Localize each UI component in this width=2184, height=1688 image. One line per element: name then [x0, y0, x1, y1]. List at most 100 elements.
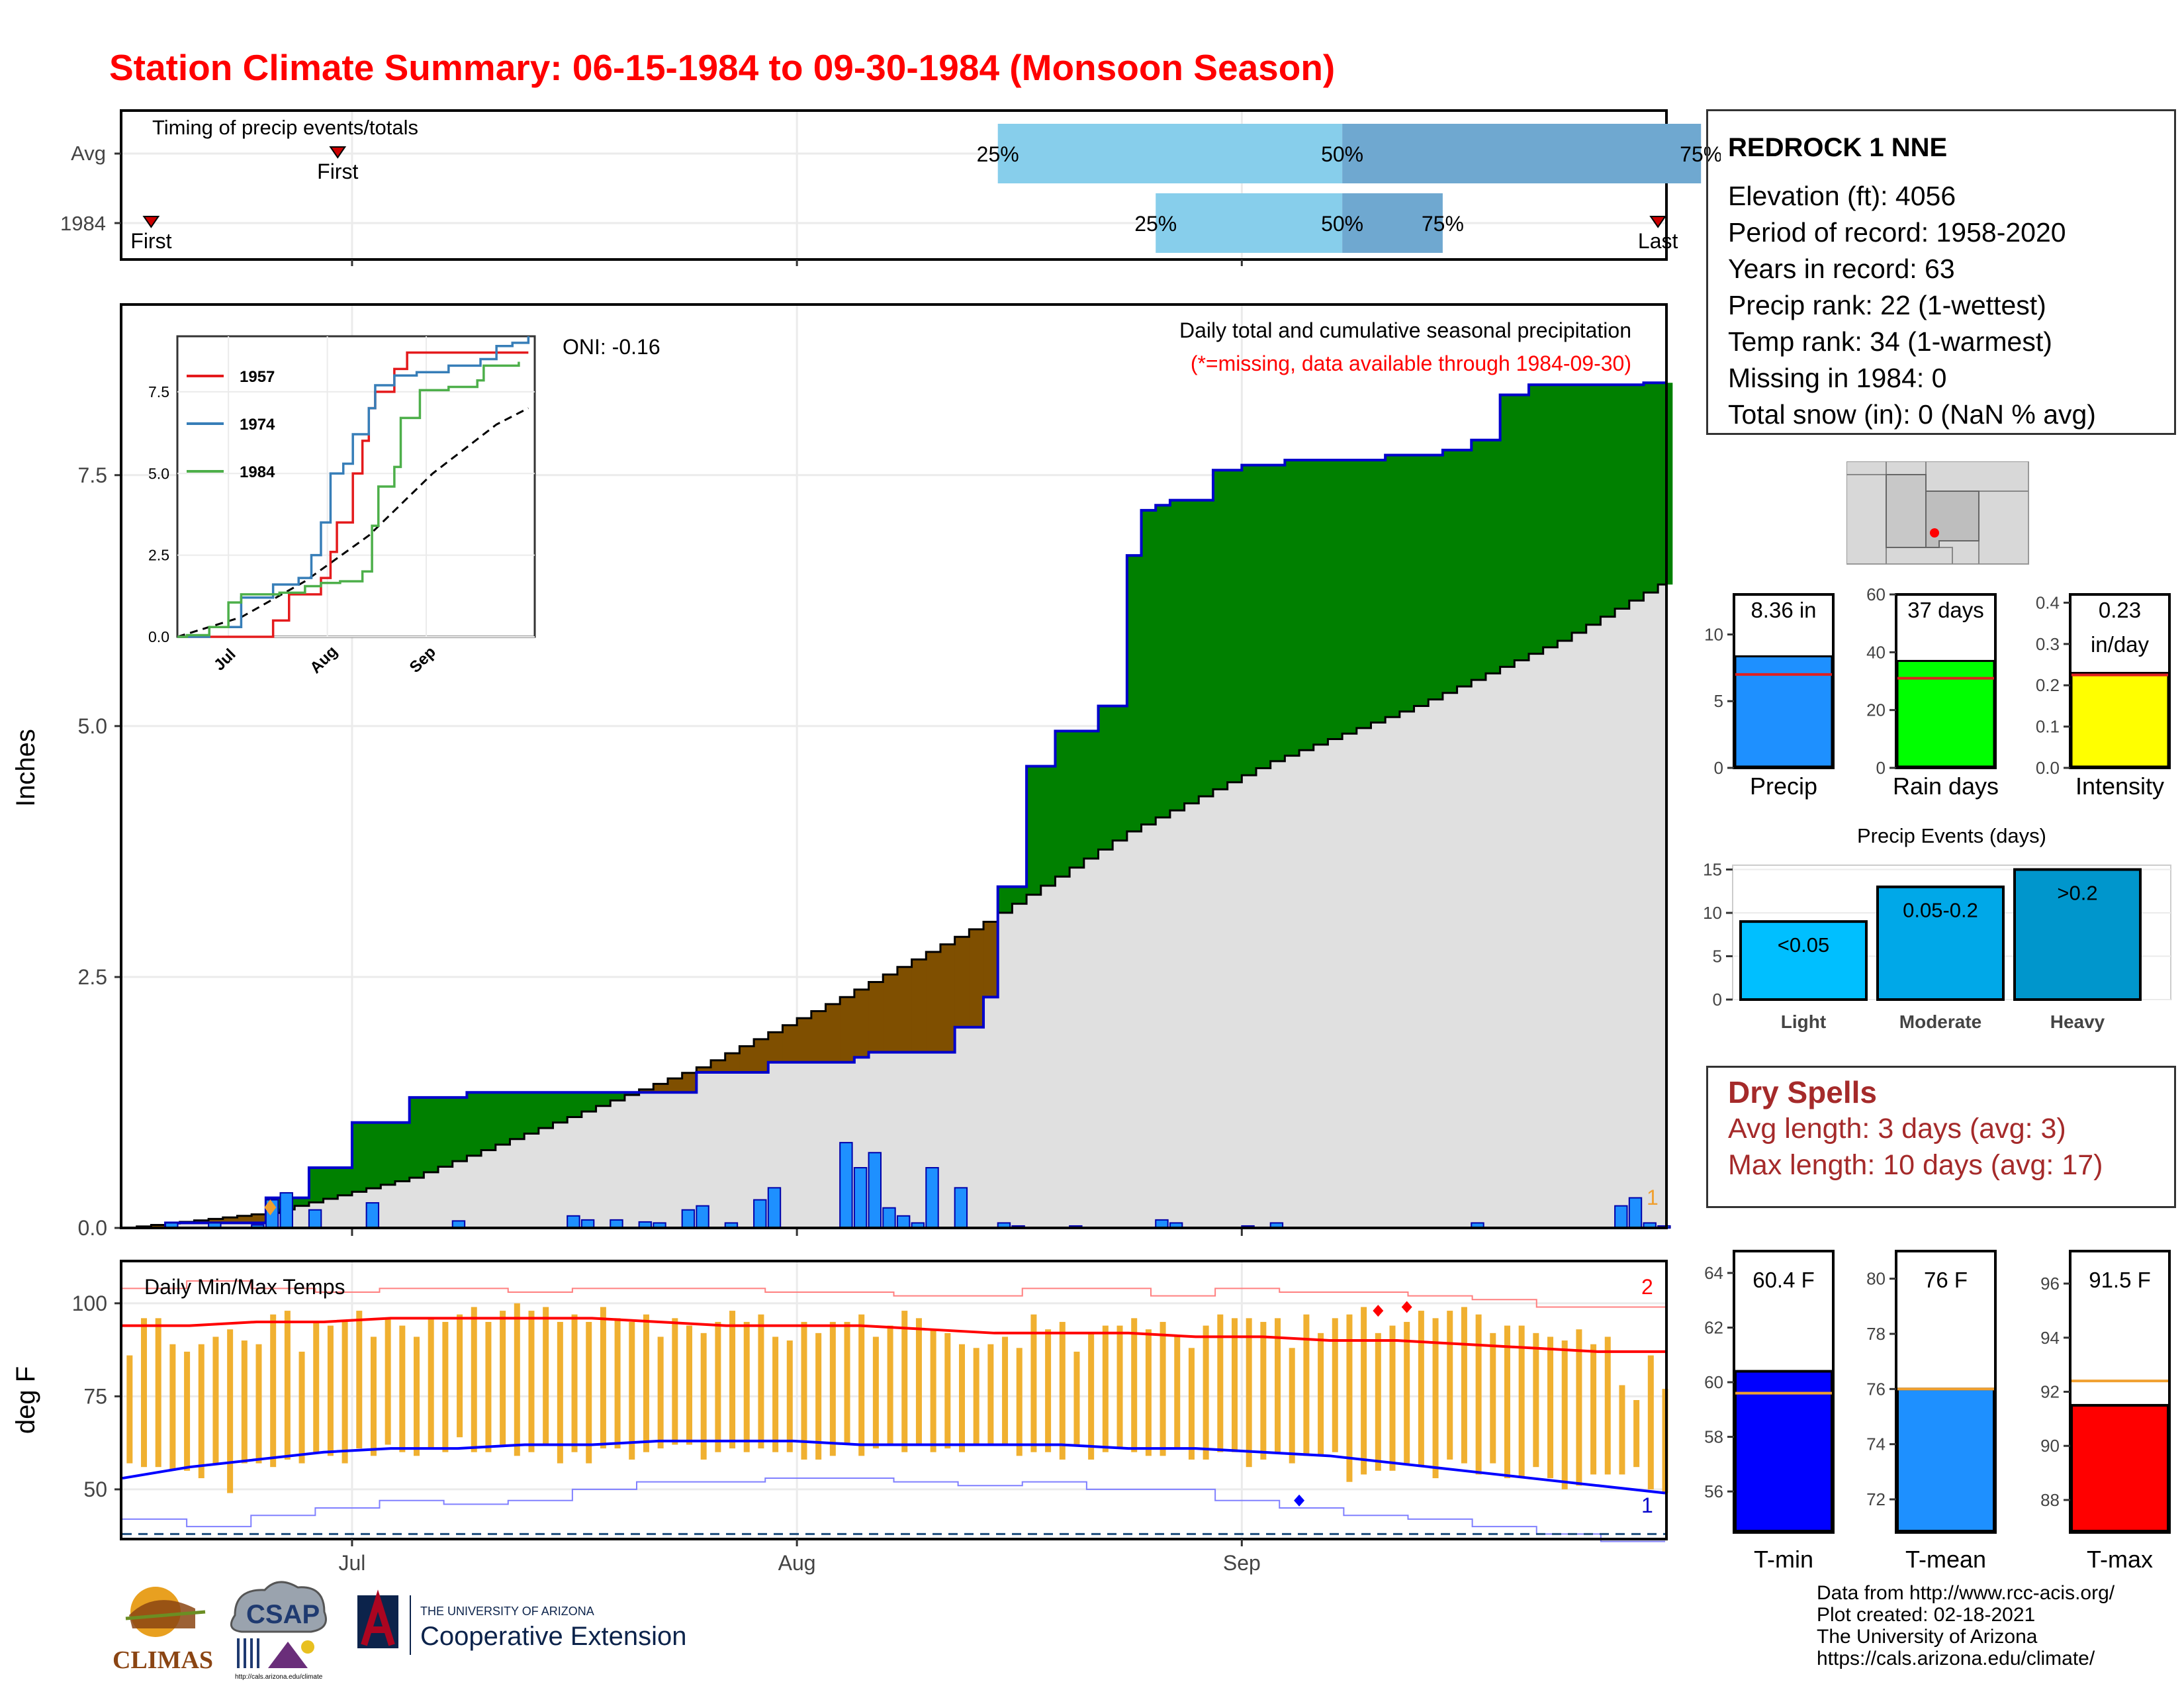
daily-temp-bar: [270, 1314, 277, 1468]
mini-ytick-label: 0.4: [2036, 592, 2060, 612]
below-normal-fill: [797, 1018, 812, 1062]
intensity-chart: 0.23 in/day 0.0 0.1 0.2 0.3 0.4 Intensity: [2036, 592, 2171, 800]
page-title: Station Climate Summary: 06-15-1984 to 0…: [109, 47, 1336, 88]
tsum-value-bar: [1734, 1370, 1833, 1532]
daily-temp-bar: [1318, 1333, 1324, 1456]
temp-ytick-label: 100: [72, 1291, 107, 1315]
tsum-category-label: T-min: [1754, 1546, 1813, 1573]
daily-temp-bar: [1160, 1321, 1166, 1456]
events-category-label: Heavy: [2050, 1011, 2105, 1032]
above-normal-fill: [1514, 395, 1529, 661]
temp-bottom-count: 1: [1641, 1493, 1653, 1517]
above-normal-fill: [381, 1122, 396, 1185]
daily-temp-bar: [370, 1336, 377, 1456]
x-tick-label: Sep: [1223, 1551, 1261, 1575]
temp-frame: [120, 1260, 1668, 1540]
daily-temp-bar: [1059, 1321, 1066, 1460]
above-normal-fill: [1055, 731, 1070, 877]
below-normal-fill: [768, 1032, 783, 1062]
above-normal-fill: [1356, 460, 1371, 728]
precip-events-chart: Precip Events (days) 0 5 10 15 <0.05 Light 0.05…: [1703, 824, 2171, 1032]
csap-logo: CSAP http://cals.arizona.edu/climate: [230, 1581, 327, 1681]
inset-legend-label: 1984: [240, 463, 275, 481]
daily-temp-bar: [184, 1351, 191, 1471]
dry-spells-box: Dry Spells Avg length: 3 days (avg: 3) M…: [1706, 1066, 2176, 1208]
events-bar-label: >0.2: [2057, 882, 2097, 905]
above-normal-fill: [596, 1092, 611, 1106]
record-tmax-line: [122, 1280, 1665, 1308]
daily-temp-bar: [758, 1314, 764, 1449]
map-new-mexico: [1925, 491, 1979, 548]
below-normal-fill: [151, 1225, 166, 1228]
daily-temp-bar: [1490, 1333, 1496, 1464]
tsum-value-bar: [2070, 1403, 2169, 1532]
tsum-value-bar: [1896, 1387, 1995, 1532]
above-normal-fill: [510, 1092, 525, 1139]
locator-map: [1846, 461, 2029, 565]
daily-temp-bar: [1375, 1333, 1381, 1471]
mini-category-label: Precip: [1750, 773, 1817, 800]
events-bar: [1739, 920, 1868, 1001]
mini-ytick-label: 0.3: [2036, 634, 2060, 654]
daily-temp-bar: [1404, 1321, 1410, 1464]
precip-annotation-title: Daily total and cumulative seasonal prec…: [1179, 318, 1631, 342]
above-normal-fill: [424, 1097, 439, 1172]
precip-total-chart: 8.36 in 0 5 10 Precip: [1704, 593, 1835, 800]
daily-temp-bar: [1030, 1314, 1037, 1452]
mini-ytick-label: 0: [1876, 758, 1886, 778]
inset-ytick-label: 7.5: [148, 383, 169, 400]
tsum-value-label: 60.4 F: [1752, 1268, 1815, 1292]
above-normal-fill: [394, 1122, 410, 1182]
tsum-value-label: 76 F: [1924, 1268, 1968, 1292]
events-ytick-label: 0: [1713, 990, 1722, 1009]
precip-frame: [120, 303, 1668, 1229]
above-normal-fill: [1586, 385, 1601, 625]
daily-temp-bar: [471, 1307, 477, 1452]
above-normal-fill: [1643, 383, 1659, 593]
station-snow: Total snow (in): 0 (NaN % avg): [1728, 399, 2096, 430]
daily-temp-bar: [313, 1321, 320, 1452]
above-normal-fill: [1313, 460, 1328, 745]
temp-yticks: 50 75 100: [72, 1291, 121, 1501]
daily-temp-bar: [399, 1325, 406, 1452]
daily-temp-bar: [155, 1318, 161, 1468]
mini-category-label: Intensity: [2075, 773, 2164, 800]
below-normal-fill: [739, 1046, 754, 1072]
tsum-value-label: 91.5 F: [2089, 1268, 2151, 1292]
below-normal-fill: [682, 1072, 697, 1093]
station-name: REDROCK 1 NNE: [1728, 133, 1948, 162]
tmean-summary-chart: 76 F 72 74 76 78 80 T-mean: [1866, 1250, 1997, 1573]
quartile-box-high: [1342, 193, 1443, 253]
temp-lines: [122, 1280, 1666, 1542]
daily-temp-bar: [1203, 1325, 1209, 1460]
events-bar: [1876, 885, 2005, 1002]
logos: CLIMAS CSAP http://cals.arizona.edu/clim…: [113, 1581, 686, 1681]
above-normal-fill: [351, 1122, 367, 1192]
timing-row-avg-label: Avg: [71, 142, 106, 165]
below-normal-fill: [825, 1004, 841, 1062]
below-normal-fill: [840, 997, 855, 1062]
normal-tmin-line: [122, 1439, 1666, 1495]
station-period: Period of record: 1958-2020: [1728, 217, 2066, 248]
daily-temp-bar: [700, 1333, 707, 1460]
above-normal-fill: [409, 1097, 424, 1178]
daily-temp-bar: [1188, 1348, 1195, 1460]
station-info-box: REDROCK 1 NNE Elevation (ft): 4056 Perio…: [1706, 109, 2176, 435]
events-bar-label: 0.05-0.2: [1903, 899, 1978, 922]
above-normal-fill: [1485, 440, 1501, 674]
last-event-label: Last: [1638, 229, 1678, 253]
daily-temp-bar: [815, 1333, 822, 1460]
mini-ytick-label: 0.1: [2036, 717, 2060, 737]
daily-temp-bar: [385, 1318, 391, 1445]
below-normal-fill: [754, 1039, 769, 1072]
daily-temp-bar: [944, 1333, 951, 1449]
inset-series-line: [177, 361, 520, 638]
below-normal-fill: [222, 1217, 238, 1223]
above-normal-fill: [495, 1092, 510, 1145]
daily-temp-bar: [341, 1321, 348, 1464]
above-normal-fill: [1184, 500, 1199, 804]
mini-ytick-label: 40: [1866, 642, 1886, 662]
dry-spells-avg: Avg length: 3 days (avg: 3): [1728, 1113, 2066, 1145]
above-normal-fill: [1169, 500, 1185, 811]
csap-cloud-icon: [230, 1581, 327, 1633]
